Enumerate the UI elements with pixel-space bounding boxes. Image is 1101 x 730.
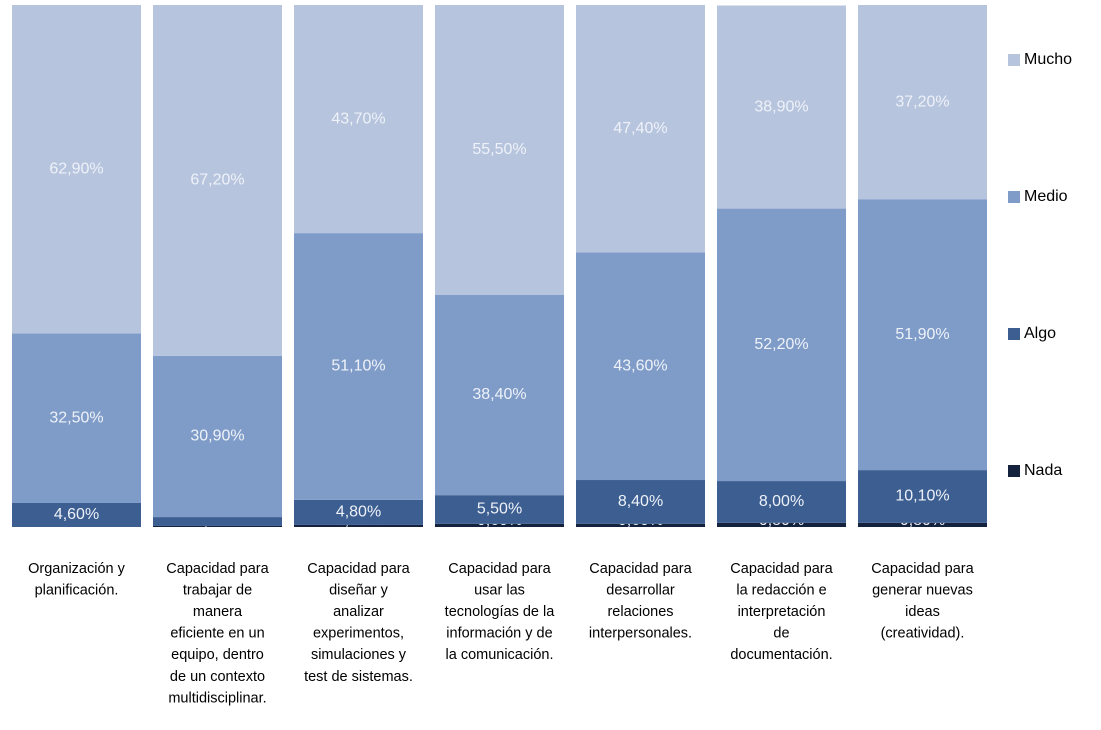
value-label: 4,80% (336, 504, 381, 521)
bar-segment (153, 355, 282, 518)
bar-segment (717, 5, 846, 209)
legend-swatch (1008, 465, 1020, 477)
legend-swatch (1008, 191, 1020, 203)
value-label: 43,70% (331, 110, 385, 127)
x-tick-label: Capacidad para (589, 561, 692, 577)
value-label: 47,40% (613, 120, 667, 137)
x-tick-label: Capacidad para (448, 561, 551, 577)
legend-label: Algo (1024, 325, 1056, 342)
x-tick-label: relaciones (607, 604, 673, 620)
x-tick-label: analizar (333, 604, 384, 620)
bar-segment (435, 495, 564, 524)
value-label: 4,60% (54, 506, 99, 523)
x-tick-label: de (773, 626, 789, 642)
x-tick-label: experimentos, (313, 626, 404, 642)
x-tick-label: (creatividad). (881, 626, 965, 642)
value-label: 38,40% (472, 386, 526, 403)
value-label: 10,10% (895, 488, 949, 505)
legend-swatch (1008, 54, 1020, 66)
x-tick-label: generar nuevas (872, 582, 973, 598)
value-label: 5,50% (477, 501, 522, 518)
x-tick-label: documentación. (730, 647, 832, 663)
value-label: 32,50% (49, 409, 103, 426)
value-label: 55,50% (472, 141, 526, 158)
bar-segment (153, 517, 282, 526)
x-tick-label: Capacidad para (166, 561, 269, 577)
bar-segment (435, 523, 564, 527)
legend-label: Nada (1024, 462, 1062, 479)
x-tick-label: simulaciones y (311, 647, 407, 663)
bar-segment (717, 208, 846, 482)
legend-swatch (1008, 328, 1020, 340)
bar-segment (294, 233, 423, 500)
legend-label: Mucho (1024, 51, 1072, 68)
x-tick-label: información y de (446, 626, 552, 642)
x-tick-label: de un contexto (170, 669, 265, 685)
bar-segment (576, 523, 705, 527)
x-tick-label: la comunicación. (446, 647, 554, 663)
bar-segment (153, 5, 282, 356)
x-tick-label: equipo, dentro (171, 647, 264, 663)
x-tick-label: planificación. (35, 582, 119, 598)
bar-segment (435, 294, 564, 496)
x-tick-label: interpersonales. (589, 626, 692, 642)
x-tick-label: usar las (474, 582, 525, 598)
x-tick-label: multidisciplinar. (168, 690, 266, 706)
bar-segment (858, 199, 987, 471)
bar-segment (858, 470, 987, 523)
x-tick-label: ideas (905, 604, 940, 620)
x-tick-label: eficiente en un (170, 626, 264, 642)
bar-segment (12, 5, 141, 334)
bar-segment (717, 481, 846, 523)
value-label: 43,60% (613, 357, 667, 374)
value-label: 51,90% (895, 326, 949, 343)
bar-segment (153, 525, 282, 527)
x-tick-label: tecnologías de la (445, 604, 556, 620)
bar-segment (858, 5, 987, 200)
x-tick-label: interpretación (738, 604, 826, 620)
bar-segment (294, 524, 423, 527)
value-label: 30,90% (190, 428, 244, 445)
bar-segment (294, 5, 423, 234)
legend-label: Medio (1024, 188, 1068, 205)
x-tick-label: Capacidad para (730, 561, 833, 577)
x-tick-label: Capacidad para (871, 561, 974, 577)
bar-segment (435, 5, 564, 295)
bar-segment (717, 522, 846, 527)
value-label: 51,10% (331, 358, 385, 375)
value-label: 62,90% (49, 160, 103, 177)
x-tick-label: manera (193, 604, 243, 620)
value-label: 8,40% (618, 493, 663, 510)
bar-segment (576, 480, 705, 524)
x-tick-label: test de sistemas. (304, 669, 413, 685)
bar-segment (294, 499, 423, 525)
x-tick-label: Organización y (28, 561, 125, 577)
value-label: 37,20% (895, 93, 949, 110)
bar-segment (858, 522, 987, 527)
bar-segment (576, 252, 705, 481)
value-label: 52,20% (754, 336, 808, 353)
value-label: 67,20% (190, 172, 244, 189)
x-tick-label: la redacción e (736, 582, 826, 598)
x-tick-label: trabajar de (183, 582, 252, 598)
bar-segment (12, 333, 141, 503)
x-tick-label: desarrollar (606, 582, 675, 598)
x-tick-label: Capacidad para (307, 561, 410, 577)
value-label: 38,90% (754, 98, 808, 115)
value-label: 8,00% (759, 493, 804, 510)
x-tick-label: diseñar y (329, 582, 389, 598)
bar-segment (12, 502, 141, 527)
bar-segment (576, 5, 705, 253)
